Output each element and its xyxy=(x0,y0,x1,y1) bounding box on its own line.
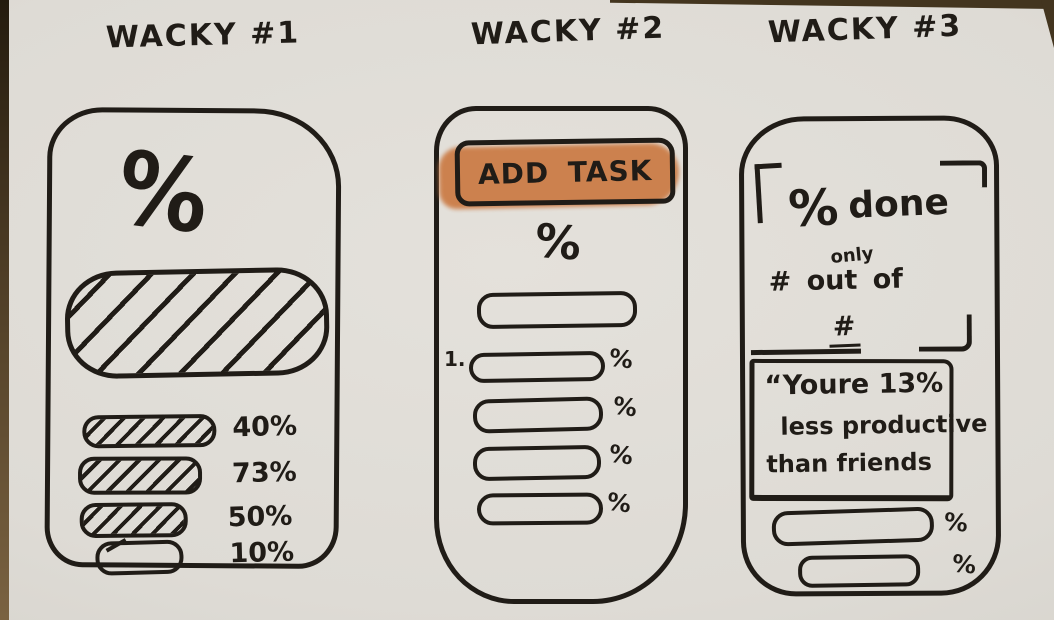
percent-symbol: % xyxy=(532,213,584,271)
progress-pill-hatched xyxy=(78,456,203,495)
corner-bracket-top-left xyxy=(754,162,785,224)
task-percent: % xyxy=(605,487,633,519)
progress-value: 10% xyxy=(229,536,295,570)
phone-frame-3: % done only # out of # “Youre 13% less pr… xyxy=(738,115,1002,597)
task-pill xyxy=(771,506,935,547)
comparison-message-box: “Youre 13% less productive than friends xyxy=(749,358,988,502)
progress-value: 73% xyxy=(231,456,298,490)
task-number: 1. xyxy=(444,347,466,371)
task-pill xyxy=(472,444,602,482)
task-percent: % xyxy=(607,343,635,375)
percent-done-header: % done xyxy=(787,174,950,238)
message-line: than friends xyxy=(766,447,933,479)
phone-frame-1: % 40% 73% 50% 10% xyxy=(44,106,342,576)
add-task-label: ADD TASK xyxy=(477,153,653,191)
task-pill xyxy=(476,492,604,526)
corner-bracket-bottom-right xyxy=(918,314,972,352)
add-task-button-sketch: ADD TASK xyxy=(454,137,676,207)
message-line: less productive xyxy=(780,409,988,441)
pen-stroke xyxy=(105,538,127,553)
progress-value: 50% xyxy=(227,500,293,534)
progress-pill-hatched xyxy=(82,413,217,449)
photo-bottom-strip xyxy=(0,620,1054,628)
progress-pill-hatched xyxy=(79,502,188,539)
task-percent: % xyxy=(611,391,639,423)
count-out-of-label: # out of xyxy=(768,263,904,298)
table-edge-left xyxy=(0,0,9,628)
phone-frame-2: ADD TASK % 1. % % % % xyxy=(434,106,688,604)
task-pill xyxy=(468,350,606,384)
percent-symbol: % xyxy=(787,178,840,239)
mockup-1-title: WACKY #1 xyxy=(105,15,301,56)
percent-symbol: % xyxy=(110,129,216,258)
divider-stroke xyxy=(750,348,862,356)
task-pill xyxy=(797,554,921,588)
message-line: “Youre 13% xyxy=(764,367,944,402)
done-label: done xyxy=(847,181,950,227)
table-edge-top xyxy=(610,0,1054,9)
progress-pill-empty xyxy=(95,538,184,576)
task-percent: % xyxy=(607,439,635,471)
task-pill xyxy=(476,290,638,330)
total-hash-label: # xyxy=(828,310,861,348)
task-percent: % xyxy=(942,507,970,538)
progress-value: 40% xyxy=(231,410,298,444)
task-pill xyxy=(472,396,604,434)
hero-progress-bar-hatched xyxy=(64,266,331,380)
task-percent: % xyxy=(950,549,978,580)
